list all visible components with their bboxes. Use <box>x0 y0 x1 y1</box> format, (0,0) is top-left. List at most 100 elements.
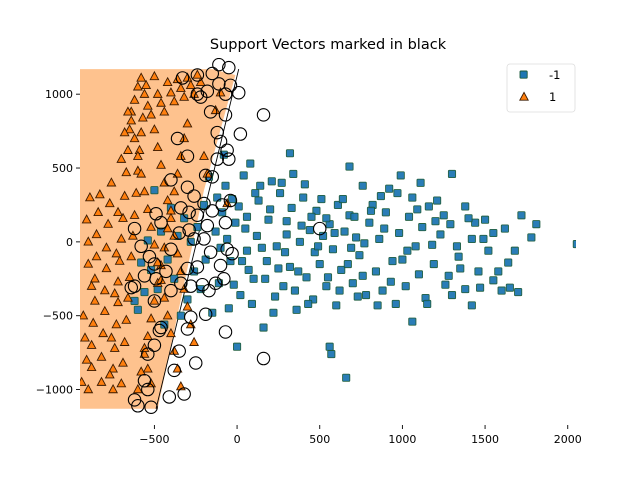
point-class-minus-1 <box>429 259 438 269</box>
support-vector-marker <box>222 60 236 75</box>
point-class-1 <box>165 87 176 97</box>
point-class-1 <box>192 69 203 79</box>
point-class-minus-1 <box>396 171 405 180</box>
point-class-minus-1 <box>358 181 367 190</box>
point-class-minus-1 <box>489 228 498 238</box>
support-vector-marker <box>149 207 163 221</box>
point-class-1 <box>149 239 160 249</box>
point-class-1 <box>83 384 94 394</box>
point-class-minus-1 <box>244 265 253 274</box>
point-class-minus-1 <box>287 203 296 212</box>
support-vector-marker <box>154 215 168 230</box>
point-class-minus-1 <box>360 239 369 248</box>
support-vector-marker <box>217 272 231 286</box>
point-class-minus-1 <box>353 292 362 301</box>
point-class-1 <box>162 223 173 233</box>
point-class-1 <box>118 212 128 222</box>
point-class-minus-1 <box>221 181 230 190</box>
point-class-1 <box>156 97 166 107</box>
point-class-minus-1 <box>231 218 240 227</box>
support-vector-marker <box>197 232 211 246</box>
point-class-minus-1 <box>456 264 465 273</box>
point-class-minus-1 <box>347 243 356 252</box>
point-class-1 <box>86 280 97 290</box>
legend-label-class-1: 1 <box>549 90 556 104</box>
point-class-1 <box>106 177 117 187</box>
point-class-minus-1 <box>315 259 324 269</box>
point-class-1 <box>103 218 114 228</box>
point-class-minus-1 <box>280 248 290 257</box>
point-class-1 <box>146 109 157 119</box>
point-class-minus-1 <box>236 290 245 300</box>
point-class-minus-1 <box>414 270 423 279</box>
support-vector-marker <box>147 257 162 271</box>
point-class-minus-1 <box>408 317 417 326</box>
support-vector-marker <box>144 400 158 415</box>
point-class-minus-1 <box>295 237 304 246</box>
point-class-1 <box>119 127 130 137</box>
support-vector-marker <box>190 260 205 274</box>
support-vector-marker <box>127 393 142 407</box>
point-class-1 <box>139 348 150 358</box>
point-class-1 <box>152 88 163 98</box>
support-vector-marker <box>222 152 236 166</box>
point-class-minus-1 <box>277 178 286 187</box>
point-class-minus-1 <box>304 299 313 308</box>
point-class-1 <box>136 127 147 137</box>
support-vector-marker <box>187 232 201 246</box>
support-vector-marker <box>182 205 196 220</box>
point-class-1 <box>129 209 140 219</box>
point-class-minus-1 <box>242 246 252 255</box>
point-class-1 <box>162 194 173 205</box>
point-class-1 <box>108 384 119 394</box>
point-class-1 <box>175 82 186 92</box>
support-vector-marker <box>149 272 163 286</box>
point-class-minus-1 <box>481 215 490 224</box>
point-class-minus-1 <box>484 246 493 255</box>
point-class-minus-1 <box>497 286 506 295</box>
support-vector-marker <box>164 173 178 187</box>
point-class-minus-1 <box>436 230 445 239</box>
point-class-1 <box>215 87 226 97</box>
support-vector-marker <box>213 258 228 273</box>
point-class-minus-1 <box>371 267 380 276</box>
point-class-minus-1 <box>133 305 142 314</box>
point-class-minus-1 <box>150 186 159 195</box>
point-class-minus-1 <box>247 299 256 308</box>
point-class-1 <box>118 357 128 367</box>
point-class-minus-1 <box>305 226 314 235</box>
point-class-1 <box>156 159 166 169</box>
y-tick-label: 1000 <box>45 88 73 101</box>
point-class-minus-1 <box>289 169 298 178</box>
point-class-1 <box>121 314 132 324</box>
point-class-minus-1 <box>476 283 485 292</box>
point-class-minus-1 <box>418 223 427 232</box>
point-class-1 <box>172 73 183 84</box>
point-class-minus-1 <box>375 234 384 243</box>
support-vector-marker <box>159 264 173 279</box>
point-class-minus-1 <box>337 265 346 274</box>
support-vector-marker <box>152 323 167 338</box>
point-class-minus-1 <box>256 181 265 190</box>
point-class-1 <box>162 76 173 87</box>
point-class-minus-1 <box>413 205 422 214</box>
support-vector-marker <box>233 127 248 141</box>
support-vector-marker <box>187 189 201 203</box>
legend: -1 1 <box>506 63 576 113</box>
support-vector-marker <box>210 152 224 166</box>
point-class-minus-1 <box>143 236 152 245</box>
point-class-minus-1 <box>447 290 457 300</box>
point-class-1 <box>165 212 176 222</box>
support-vector-marker <box>220 143 234 158</box>
point-class-1 <box>114 255 125 265</box>
support-vector-marker <box>180 261 195 276</box>
point-class-minus-1 <box>335 286 344 295</box>
point-class-1 <box>83 236 94 246</box>
point-class-1 <box>109 288 120 298</box>
point-class-minus-1 <box>271 292 280 301</box>
point-class-minus-1 <box>350 212 359 221</box>
point-class-1 <box>122 292 133 302</box>
point-class-minus-1 <box>322 282 331 291</box>
point-class-minus-1 <box>322 214 331 223</box>
point-class-1 <box>165 327 176 338</box>
